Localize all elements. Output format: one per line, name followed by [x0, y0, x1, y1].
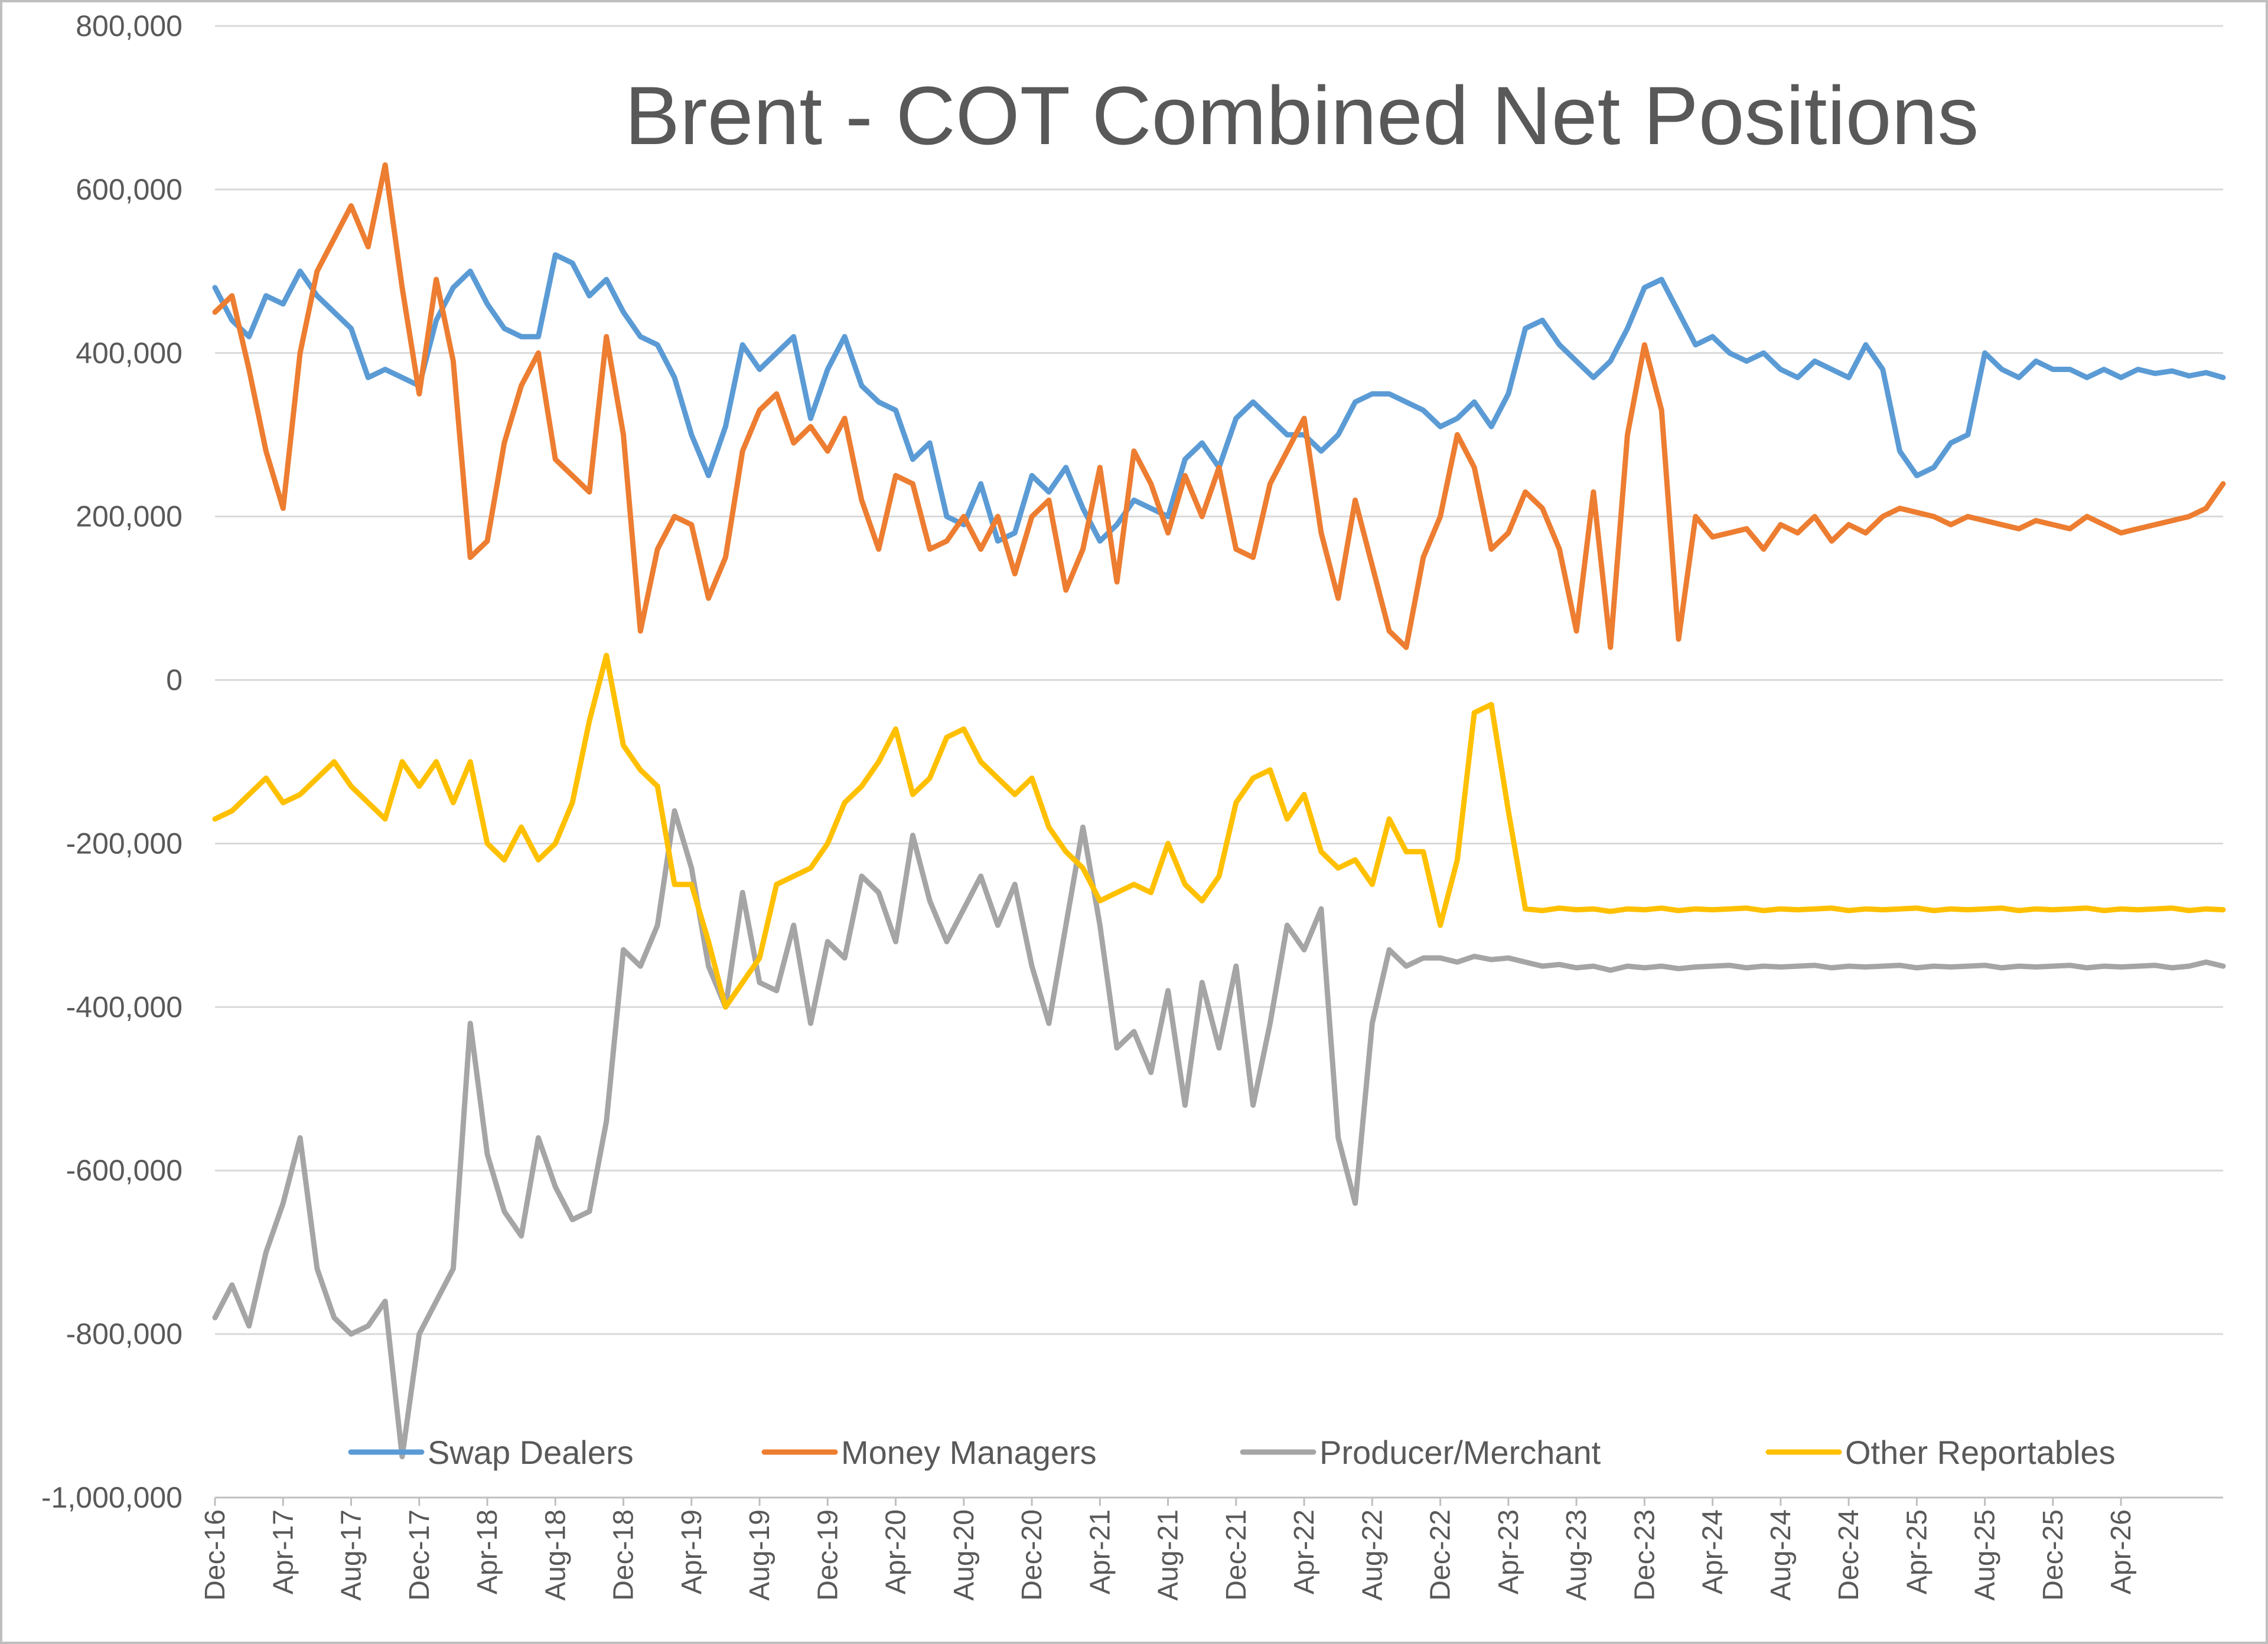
y-tick-label: -600,000: [66, 1154, 183, 1187]
x-tick-label: Dec-22: [1425, 1509, 1456, 1601]
x-axis-ticks: Dec-16 Apr-17 Aug-17 Dec-17 Apr-18 Aug-18 Dec-…: [200, 1498, 2137, 1601]
y-tick-label: 800,000: [76, 9, 183, 43]
x-tick-label: Dec-21: [1221, 1509, 1252, 1601]
legend-label: Swap Dealers: [428, 1434, 634, 1471]
series-line-money-managers: [212, 162, 2226, 650]
x-tick-label: Apr-20: [881, 1509, 912, 1594]
y-tick-label: -800,000: [66, 1317, 183, 1351]
y-tick-label: 0: [166, 664, 183, 697]
x-tick-label: Apr-17: [268, 1509, 299, 1594]
y-tick-label: 400,000: [76, 337, 183, 370]
legend: Swap Dealers Money Managers Producer/Merch…: [348, 1434, 2116, 1471]
x-tick-label: Aug-24: [1765, 1509, 1797, 1601]
x-tick-label: Dec-23: [1629, 1509, 1660, 1601]
x-tick-label: Dec-17: [404, 1509, 435, 1601]
y-tick-label: -200,000: [66, 827, 183, 860]
x-tick-label: Apr-18: [472, 1509, 503, 1594]
y-tick-label: 200,000: [76, 500, 183, 533]
legend-label: Producer/Merchant: [1319, 1434, 1601, 1471]
y-tick-label: 600,000: [76, 173, 183, 206]
x-tick-label: Aug-19: [744, 1509, 775, 1601]
x-tick-label: Aug-17: [336, 1509, 367, 1601]
x-tick-label: Apr-26: [2106, 1509, 2137, 1594]
series-line-producer-merchant: [212, 808, 2226, 1460]
x-tick-label: Dec-24: [1833, 1509, 1865, 1601]
x-tick-label: Aug-25: [1970, 1509, 2001, 1601]
x-tick-label: Apr-24: [1697, 1509, 1729, 1594]
legend-label: Other Reportables: [1845, 1434, 2116, 1471]
x-tick-label: Apr-22: [1289, 1509, 1320, 1594]
x-tick-label: Apr-23: [1493, 1509, 1524, 1594]
x-tick-label: Aug-20: [949, 1509, 980, 1601]
x-tick-label: Dec-20: [1016, 1509, 1048, 1601]
x-tick-label: Dec-25: [2038, 1509, 2069, 1601]
x-tick-label: Apr-19: [676, 1509, 708, 1594]
x-tick-label: Aug-21: [1153, 1509, 1184, 1601]
legend-label: Money Managers: [841, 1434, 1097, 1471]
chart-title: Brent - COT Combined Net Positions: [625, 69, 1979, 162]
y-tick-label: -400,000: [66, 990, 183, 1023]
x-tick-label: Aug-22: [1357, 1509, 1388, 1601]
series-line-other-reportables: [212, 653, 2226, 1010]
y-tick-label: -1,000,000: [41, 1481, 183, 1514]
x-tick-label: Dec-18: [608, 1509, 640, 1601]
x-tick-label: Dec-16: [200, 1509, 231, 1601]
series-lines: [212, 162, 2226, 1460]
gridlines: [215, 25, 2223, 1499]
x-tick-label: Apr-25: [1901, 1509, 1933, 1594]
x-tick-label: Aug-18: [540, 1509, 571, 1601]
x-tick-label: Apr-21: [1084, 1509, 1116, 1594]
x-tick-label: Dec-19: [812, 1509, 843, 1601]
y-axis-ticks: 800,000 600,000 400,000 200,000 0 -200,000 -40…: [41, 9, 183, 1514]
x-tick-label: Aug-23: [1561, 1509, 1592, 1601]
